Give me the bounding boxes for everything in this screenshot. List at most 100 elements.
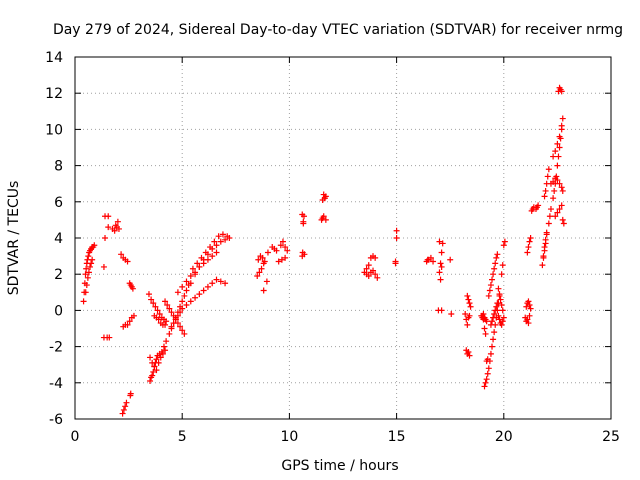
data-point bbox=[160, 343, 167, 350]
data-point bbox=[204, 283, 211, 290]
x-tick-label: 20 bbox=[495, 429, 513, 445]
data-point bbox=[550, 195, 557, 202]
data-point bbox=[261, 258, 268, 265]
data-point bbox=[301, 251, 308, 258]
data-point bbox=[370, 267, 377, 274]
data-point bbox=[282, 254, 289, 261]
y-tick-label: 10 bbox=[45, 122, 63, 138]
data-point bbox=[558, 88, 565, 95]
data-point bbox=[192, 294, 199, 301]
data-point bbox=[87, 263, 94, 270]
data-point bbox=[393, 227, 400, 234]
y-tick-label: 12 bbox=[45, 86, 63, 102]
data-point bbox=[213, 242, 220, 249]
data-point bbox=[436, 238, 443, 245]
data-point bbox=[255, 256, 262, 263]
x-tick-label: 25 bbox=[602, 429, 620, 445]
data-point bbox=[559, 115, 566, 122]
data-point bbox=[466, 352, 473, 359]
data-point bbox=[105, 224, 112, 231]
data-point bbox=[491, 265, 498, 272]
data-point bbox=[147, 377, 154, 384]
data-point bbox=[489, 318, 496, 325]
data-point bbox=[130, 312, 137, 319]
y-tick-label: 6 bbox=[54, 195, 63, 211]
data-point bbox=[487, 282, 494, 289]
data-point bbox=[482, 379, 489, 386]
data-point bbox=[154, 307, 161, 314]
data-point bbox=[215, 233, 222, 240]
data-point bbox=[151, 363, 158, 370]
data-point bbox=[480, 311, 487, 318]
data-point bbox=[115, 225, 122, 232]
data-point bbox=[436, 269, 443, 276]
data-point bbox=[501, 238, 508, 245]
data-point bbox=[466, 312, 473, 319]
data-point bbox=[123, 399, 130, 406]
data-point bbox=[162, 347, 169, 354]
data-point bbox=[547, 206, 554, 213]
data-point bbox=[217, 278, 224, 285]
data-point bbox=[486, 358, 493, 365]
data-point bbox=[277, 242, 284, 249]
data-point bbox=[105, 213, 112, 220]
x-tick-label: 10 bbox=[280, 429, 298, 445]
data-point bbox=[554, 162, 561, 169]
data-point bbox=[492, 260, 499, 267]
data-point bbox=[483, 376, 490, 383]
data-point bbox=[275, 258, 282, 265]
data-point bbox=[558, 122, 565, 129]
data-point bbox=[500, 314, 507, 321]
data-point bbox=[498, 301, 505, 308]
data-point bbox=[263, 278, 270, 285]
data-point bbox=[540, 253, 547, 260]
data-point bbox=[254, 273, 261, 280]
data-point bbox=[372, 254, 379, 261]
data-point bbox=[544, 173, 551, 180]
data-point bbox=[177, 309, 184, 316]
data-point bbox=[525, 298, 532, 305]
data-point bbox=[485, 292, 492, 299]
data-point bbox=[163, 338, 170, 345]
data-point bbox=[224, 233, 231, 240]
data-point bbox=[496, 316, 503, 323]
data-point bbox=[321, 195, 328, 202]
data-point bbox=[465, 349, 472, 356]
data-point bbox=[162, 321, 169, 328]
data-point bbox=[485, 365, 492, 372]
data-point bbox=[545, 166, 552, 173]
data-point bbox=[174, 312, 181, 319]
data-point bbox=[152, 359, 159, 366]
data-point bbox=[174, 289, 181, 296]
data-point bbox=[462, 311, 469, 318]
data-point bbox=[556, 206, 563, 213]
data-point bbox=[164, 301, 171, 308]
data-point bbox=[168, 309, 175, 316]
x-tick-label: 5 bbox=[178, 429, 187, 445]
data-point bbox=[491, 311, 498, 318]
data-point bbox=[559, 187, 566, 194]
x-axis-title: GPS time / hours bbox=[281, 458, 398, 474]
data-point bbox=[365, 273, 372, 280]
data-point bbox=[202, 249, 209, 256]
y-axis-title: SDTVAR / TECUs bbox=[6, 181, 22, 296]
data-point bbox=[264, 249, 271, 256]
data-point bbox=[489, 343, 496, 350]
data-point bbox=[187, 298, 194, 305]
data-point bbox=[84, 274, 91, 281]
data-point bbox=[222, 280, 229, 287]
data-point bbox=[527, 305, 534, 312]
data-point bbox=[124, 321, 131, 328]
data-point bbox=[183, 301, 190, 308]
data-point bbox=[172, 316, 179, 323]
y-tick-label: -4 bbox=[49, 376, 63, 392]
data-point bbox=[393, 235, 400, 241]
data-point bbox=[484, 370, 491, 377]
data-point bbox=[560, 220, 567, 227]
data-point bbox=[83, 282, 90, 289]
plot-frame bbox=[74, 56, 612, 420]
y-tick-label: 4 bbox=[54, 231, 63, 247]
data-point bbox=[278, 256, 285, 263]
data-point bbox=[558, 184, 565, 191]
data-point bbox=[438, 263, 445, 270]
